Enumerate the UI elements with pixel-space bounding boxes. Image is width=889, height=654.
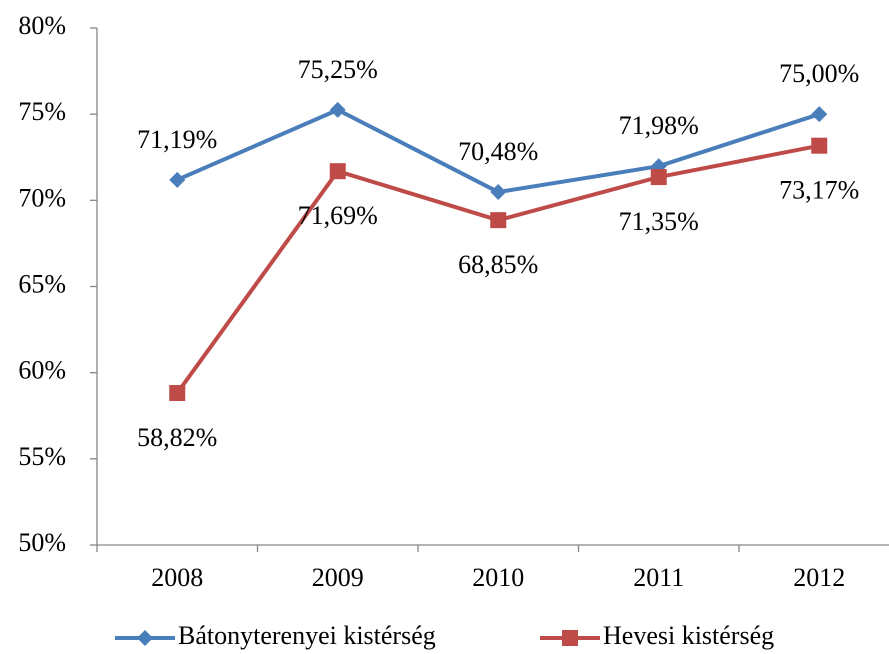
marker [169, 171, 186, 188]
marker [490, 184, 507, 201]
x-tick-label: 2010 [472, 563, 524, 592]
y-tick-label: 50% [18, 528, 66, 557]
data-label: 75,00% [779, 59, 859, 88]
legend-label: Bátonyterenyei kistérség [178, 621, 436, 650]
data-label: 71,19% [137, 125, 217, 154]
y-tick-label: 80% [18, 11, 66, 40]
marker [329, 163, 346, 180]
data-label: 75,25% [298, 55, 378, 84]
data-label: 73,17% [779, 176, 859, 205]
marker [811, 106, 828, 123]
x-tick-label: 2008 [151, 563, 203, 592]
legend-label: Hevesi kistérség [603, 621, 774, 650]
marker [650, 169, 667, 186]
data-label: 58,82% [137, 423, 217, 452]
y-tick-label: 55% [18, 442, 66, 471]
marker [811, 137, 828, 154]
x-tick-label: 2009 [312, 563, 364, 592]
marker [562, 630, 578, 646]
x-tick-label: 2011 [633, 563, 684, 592]
y-tick-label: 75% [18, 97, 66, 126]
marker [329, 101, 346, 118]
x-tick-label: 2012 [793, 563, 845, 592]
data-label: 71,98% [619, 111, 699, 140]
data-label: 71,69% [298, 201, 378, 230]
y-tick-label: 65% [18, 269, 66, 298]
marker [490, 212, 507, 229]
marker [169, 385, 186, 402]
data-label: 70,48% [458, 137, 538, 166]
data-label: 71,35% [619, 207, 699, 236]
marker [137, 630, 153, 646]
data-label: 68,85% [458, 250, 538, 279]
y-tick-label: 70% [18, 183, 66, 212]
y-tick-label: 60% [18, 356, 66, 385]
